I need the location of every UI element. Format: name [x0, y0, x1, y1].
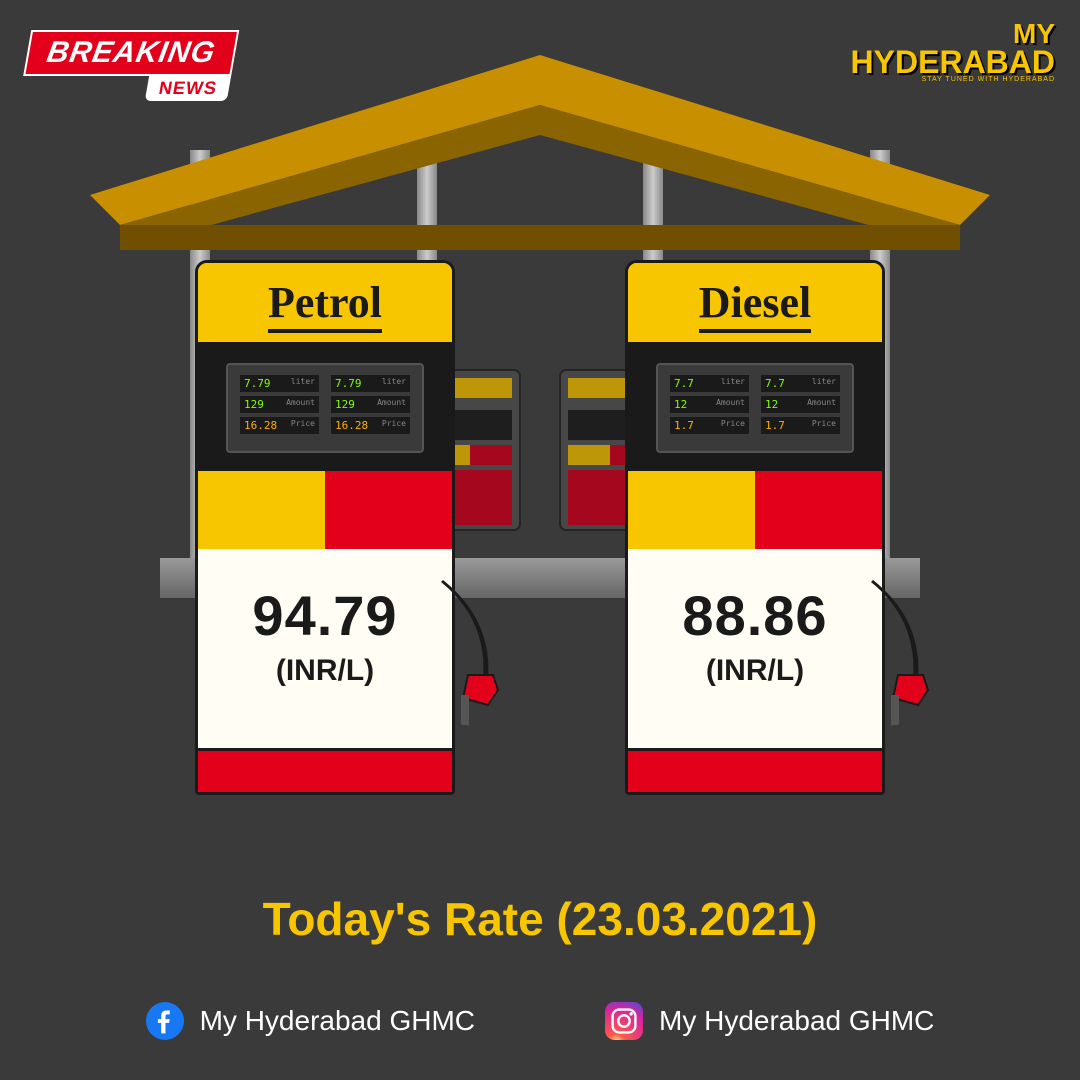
rate-title: Today's Rate (23.03.2021) — [0, 892, 1080, 946]
petrol-unit: (INR/L) — [198, 654, 452, 688]
petrol-label-panel: Petrol — [198, 263, 452, 345]
petrol-label: Petrol — [268, 278, 382, 333]
fuel-nozzle-icon — [433, 580, 513, 760]
diesel-pump: Diesel 7.7liter 12Amount 1.7Price 7.7lit… — [625, 260, 885, 795]
facebook-handle: My Hyderabad GHMC — [200, 1005, 475, 1037]
diesel-lcd-screen: 7.7liter 12Amount 1.7Price 7.7liter 12Am… — [656, 363, 854, 453]
fuel-pumps-row: Petrol 7.79liter 129Amount 16.28Price 7.… — [0, 260, 1080, 795]
instagram-link[interactable]: My Hyderabad GHMC — [605, 1002, 934, 1040]
facebook-link[interactable]: My Hyderabad GHMC — [146, 1002, 475, 1040]
diesel-label: Diesel — [699, 278, 811, 333]
petrol-lcd-screen: 7.79liter 129Amount 16.28Price 7.79liter… — [226, 363, 424, 453]
diesel-label-panel: Diesel — [628, 263, 882, 345]
diesel-unit: (INR/L) — [628, 654, 882, 688]
instagram-icon — [605, 1002, 643, 1040]
petrol-pump: Petrol 7.79liter 129Amount 16.28Price 7.… — [195, 260, 455, 795]
instagram-handle: My Hyderabad GHMC — [659, 1005, 934, 1037]
facebook-icon — [146, 1002, 184, 1040]
fuel-nozzle-icon — [863, 580, 943, 760]
petrol-price: 94.79 — [198, 583, 452, 648]
social-row: My Hyderabad GHMC My Hyderabad GHMC — [0, 1002, 1080, 1040]
diesel-price: 88.86 — [628, 583, 882, 648]
station-canopy-icon — [90, 55, 990, 255]
